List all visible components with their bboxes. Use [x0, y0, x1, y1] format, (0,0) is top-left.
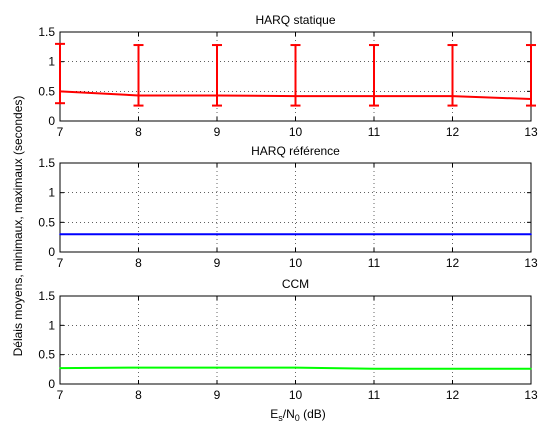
y-tick-label: 1 — [48, 55, 55, 69]
subplot-title: HARQ statique — [255, 13, 335, 27]
data-point — [59, 233, 61, 235]
x-tick-label: 7 — [57, 256, 64, 270]
data-point — [530, 233, 532, 235]
y-axis-label: Délais moyens, minimaux, maximaux (secon… — [11, 96, 25, 357]
data-point — [137, 366, 140, 369]
data-point — [59, 367, 61, 369]
x-tick-label: 11 — [368, 125, 381, 139]
data-point — [451, 367, 454, 370]
data-point — [373, 367, 375, 370]
x-tick-label: 9 — [214, 256, 221, 270]
data-point — [373, 233, 375, 235]
x-tick-label: 9 — [214, 125, 221, 139]
y-tick-label: 1 — [48, 318, 55, 332]
data-point — [530, 98, 532, 100]
x-axis-label: Es/N0 (dB) — [270, 407, 326, 423]
data-point — [294, 233, 297, 235]
x-tick-label: 11 — [368, 256, 381, 270]
x-axis-label-s: s — [278, 413, 283, 423]
data-point — [137, 94, 140, 97]
x-tick-label: 12 — [446, 125, 460, 139]
data-point — [294, 95, 297, 97]
y-tick-label: 1.5 — [38, 25, 55, 39]
x-tick-label: 12 — [446, 256, 460, 270]
data-point — [59, 90, 61, 93]
y-tick-label: 1.5 — [38, 156, 55, 170]
x-tick-label: 7 — [57, 388, 64, 402]
data-point — [451, 233, 454, 235]
data-point — [216, 233, 218, 235]
x-axis-label-zero: 0 — [295, 413, 300, 423]
x-axis-label-e: E — [270, 407, 278, 421]
x-tick-label: 8 — [135, 388, 142, 402]
y-tick-label: 1 — [48, 186, 55, 200]
y-tick-label: 0 — [48, 377, 55, 391]
x-tick-label: 13 — [524, 256, 538, 270]
x-tick-label: 10 — [289, 125, 303, 139]
data-point — [216, 94, 218, 97]
y-tick-label: 0 — [48, 114, 55, 128]
x-tick-label: 8 — [135, 125, 142, 139]
data-point — [216, 366, 218, 369]
x-axis-label-unit: (dB) — [300, 407, 326, 421]
y-tick-label: 1.5 — [38, 289, 55, 303]
subplot-3: 7 8 9 10 11 12 13 0 0.5 1 1.5 CCM — [38, 277, 538, 402]
x-tick-label: 9 — [214, 388, 221, 402]
y-tick-label: 0 — [48, 245, 55, 259]
x-axis-label-n: /N — [283, 407, 295, 421]
x-tick-label: 13 — [524, 125, 538, 139]
y-tick-label: 0.5 — [38, 84, 55, 98]
data-point — [294, 366, 297, 369]
data-point — [530, 367, 532, 370]
x-tick-label: 11 — [368, 388, 381, 402]
subplot-2: 7 8 9 10 11 12 13 0 0.5 1 1.5 HARQ référence — [38, 144, 538, 270]
x-tick-label: 10 — [289, 256, 303, 270]
subplot-title: HARQ référence — [251, 144, 340, 158]
y-tick-label: 0.5 — [38, 348, 55, 362]
data-point — [137, 233, 140, 235]
x-tick-label: 12 — [446, 388, 460, 402]
x-tick-label: 13 — [524, 388, 538, 402]
y-tick-label: 0.5 — [38, 215, 55, 229]
subplot-1: 7 8 9 10 11 12 13 0 0.5 1 1.5 HARQ statique — [38, 13, 538, 139]
x-tick-label: 10 — [289, 388, 303, 402]
x-tick-label: 7 — [57, 125, 64, 139]
data-point — [451, 95, 454, 97]
data-point — [373, 95, 375, 97]
subplot-title: CCM — [282, 277, 309, 291]
x-tick-label: 8 — [135, 256, 142, 270]
